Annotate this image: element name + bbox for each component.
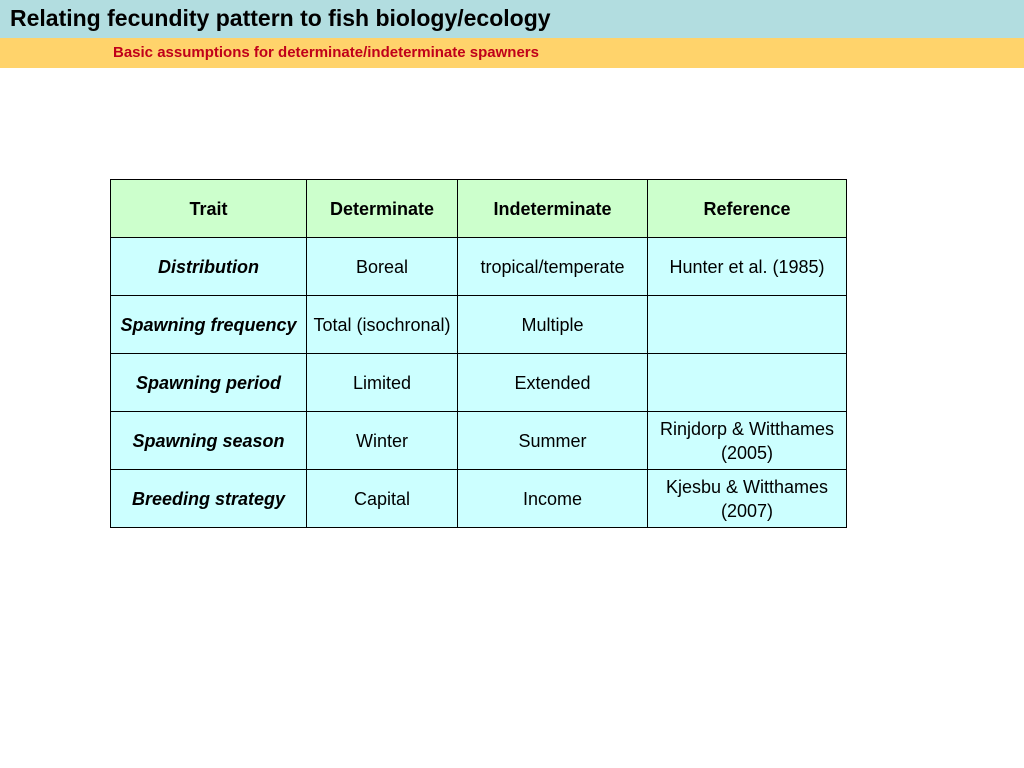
reference-cell: Kjesbu & Witthames (2007): [647, 469, 847, 528]
determinate-cell: Capital: [306, 469, 458, 528]
trait-cell: Breeding strategy: [110, 469, 307, 528]
indeterminate-cell: tropical/temperate: [457, 237, 648, 296]
indeterminate-cell: Income: [457, 469, 648, 528]
indeterminate-cell: Summer: [457, 411, 648, 470]
traits-table: Trait Determinate Indeterminate Referenc…: [110, 179, 847, 528]
table-row: Spawning frequency Total (isochronal) Mu…: [110, 295, 847, 354]
slide-subtitle: Basic assumptions for determinate/indete…: [113, 44, 539, 61]
indeterminate-cell: Multiple: [457, 295, 648, 354]
reference-cell: Hunter et al. (1985): [647, 237, 847, 296]
trait-cell: Distribution: [110, 237, 307, 296]
table-row: Distribution Boreal tropical/temperate H…: [110, 237, 847, 296]
title-bar: Relating fecundity pattern to fish biolo…: [0, 0, 1024, 38]
slide-title: Relating fecundity pattern to fish biolo…: [10, 5, 551, 31]
table-row: Spawning season Winter Summer Rinjdorp &…: [110, 411, 847, 470]
table-row: Spawning period Limited Extended: [110, 353, 847, 412]
subtitle-bar: Basic assumptions for determinate/indete…: [0, 38, 1024, 68]
determinate-cell: Limited: [306, 353, 458, 412]
reference-cell: Rinjdorp & Witthames (2005): [647, 411, 847, 470]
determinate-cell: Winter: [306, 411, 458, 470]
column-header-reference: Reference: [647, 179, 847, 238]
determinate-cell: Boreal: [306, 237, 458, 296]
column-header-indeterminate: Indeterminate: [457, 179, 648, 238]
reference-cell: [647, 295, 847, 354]
indeterminate-cell: Extended: [457, 353, 648, 412]
column-header-determinate: Determinate: [306, 179, 458, 238]
determinate-cell: Total (isochronal): [306, 295, 458, 354]
trait-cell: Spawning period: [110, 353, 307, 412]
reference-cell: [647, 353, 847, 412]
column-header-trait: Trait: [110, 179, 307, 238]
table-container: Trait Determinate Indeterminate Referenc…: [110, 179, 847, 528]
trait-cell: Spawning season: [110, 411, 307, 470]
trait-cell: Spawning frequency: [110, 295, 307, 354]
table-header-row: Trait Determinate Indeterminate Referenc…: [110, 179, 847, 238]
table-row: Breeding strategy Capital Income Kjesbu …: [110, 469, 847, 528]
